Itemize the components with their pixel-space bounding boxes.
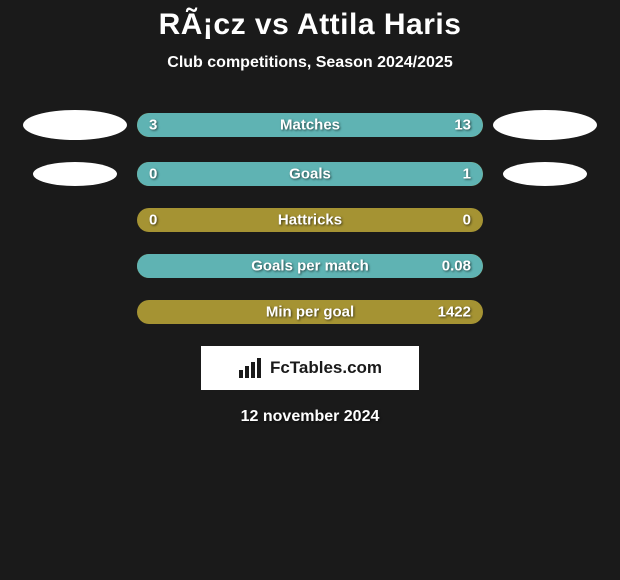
comparison-infographic: RÃ¡cz vs Attila Haris Club competitions,… (0, 0, 620, 426)
stat-label: Matches (280, 117, 340, 134)
stat-value-left: 0 (149, 166, 157, 183)
stat-label: Hattricks (278, 212, 342, 229)
stat-value-right: 1422 (438, 304, 471, 321)
player-avatar-left (33, 162, 117, 186)
stat-label: Goals (289, 166, 331, 183)
stat-bar: Min per goal 1422 (137, 300, 483, 324)
subtitle: Club competitions, Season 2024/2025 (0, 54, 620, 72)
player-avatar-right (503, 162, 587, 186)
source-logo: FcTables.com (201, 346, 419, 390)
stat-bar: Goals per match 0.08 (137, 254, 483, 278)
stat-value-right: 0.08 (442, 258, 471, 275)
stat-bar: 0 Hattricks 0 (137, 208, 483, 232)
stat-value-right: 1 (463, 166, 471, 183)
player-avatar-right (493, 110, 597, 140)
stat-row: 0 Hattricks 0 (0, 208, 620, 232)
avatar-slot-left (17, 110, 137, 140)
stat-value-right: 0 (463, 212, 471, 229)
stat-bar: 3 Matches 13 (137, 113, 483, 137)
stat-bar: 0 Goals 1 (137, 162, 483, 186)
avatar-slot-right (483, 162, 603, 186)
stat-row: Goals per match 0.08 (0, 254, 620, 278)
stat-label: Min per goal (266, 304, 354, 321)
stat-row: 0 Goals 1 (0, 162, 620, 186)
bar-fill-left (137, 113, 202, 137)
bar-fill-right (202, 113, 483, 137)
stat-value-right: 13 (454, 117, 471, 134)
stat-rows: 3 Matches 13 0 Goals 1 0 Hattricks 0 Goals per ma… (0, 110, 620, 324)
stat-label: Goals per match (251, 258, 369, 275)
page-title: RÃ¡cz vs Attila Haris (0, 8, 620, 42)
stat-value-left: 3 (149, 117, 157, 134)
chart-bars-icon (238, 358, 264, 378)
stat-row: Min per goal 1422 (0, 300, 620, 324)
source-logo-text: FcTables.com (270, 358, 382, 378)
date-stamp: 12 november 2024 (0, 408, 620, 426)
stat-row: 3 Matches 13 (0, 110, 620, 140)
avatar-slot-left (17, 162, 137, 186)
stat-value-left: 0 (149, 212, 157, 229)
avatar-slot-right (483, 110, 603, 140)
player-avatar-left (23, 110, 127, 140)
